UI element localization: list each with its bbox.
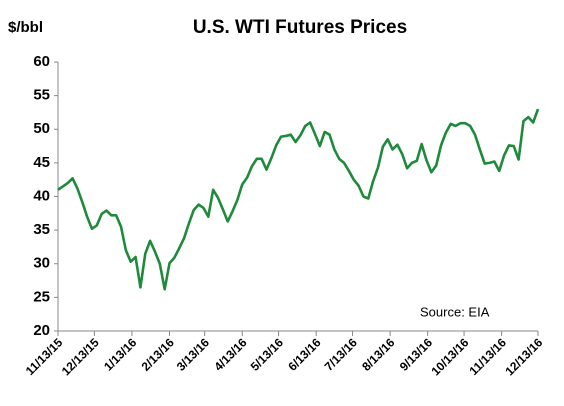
y-tick-label: 40 <box>33 187 50 204</box>
x-tick-label: 12/13/15 <box>59 335 102 378</box>
x-tick-label: 11/13/16 <box>467 335 510 378</box>
y-tick-label: 25 <box>33 288 50 305</box>
x-tick-label: 10/13/16 <box>428 335 471 378</box>
y-tick-label: 60 <box>33 53 50 70</box>
x-tick-label: 1/13/16 <box>101 335 139 373</box>
x-tick-label: 8/13/16 <box>359 335 397 373</box>
x-tick-label: 5/13/16 <box>248 335 286 373</box>
y-tick-label: 50 <box>33 120 50 137</box>
price-line <box>57 108 540 291</box>
x-tick-label: 3/13/16 <box>174 335 212 373</box>
x-tick-label: 11/13/15 <box>23 335 66 378</box>
y-tick-label: 45 <box>33 154 50 171</box>
x-tick-label: 7/13/16 <box>322 335 360 373</box>
x-tick-label: 2/13/16 <box>139 335 177 373</box>
y-tick-label: 20 <box>33 322 50 339</box>
annotation: Source: EIA <box>420 304 490 319</box>
x-tick-label: 12/13/16 <box>502 335 545 378</box>
y-tick-label: 35 <box>33 221 50 238</box>
y-tick-label: 55 <box>33 87 50 104</box>
x-tick-label: 4/13/16 <box>211 335 249 373</box>
x-tick-label: 6/13/16 <box>285 335 323 373</box>
y-axis-label: $/bbl <box>8 19 43 36</box>
chart-title: U.S. WTI Futures Prices <box>193 17 407 38</box>
y-tick-label: 30 <box>33 255 50 272</box>
